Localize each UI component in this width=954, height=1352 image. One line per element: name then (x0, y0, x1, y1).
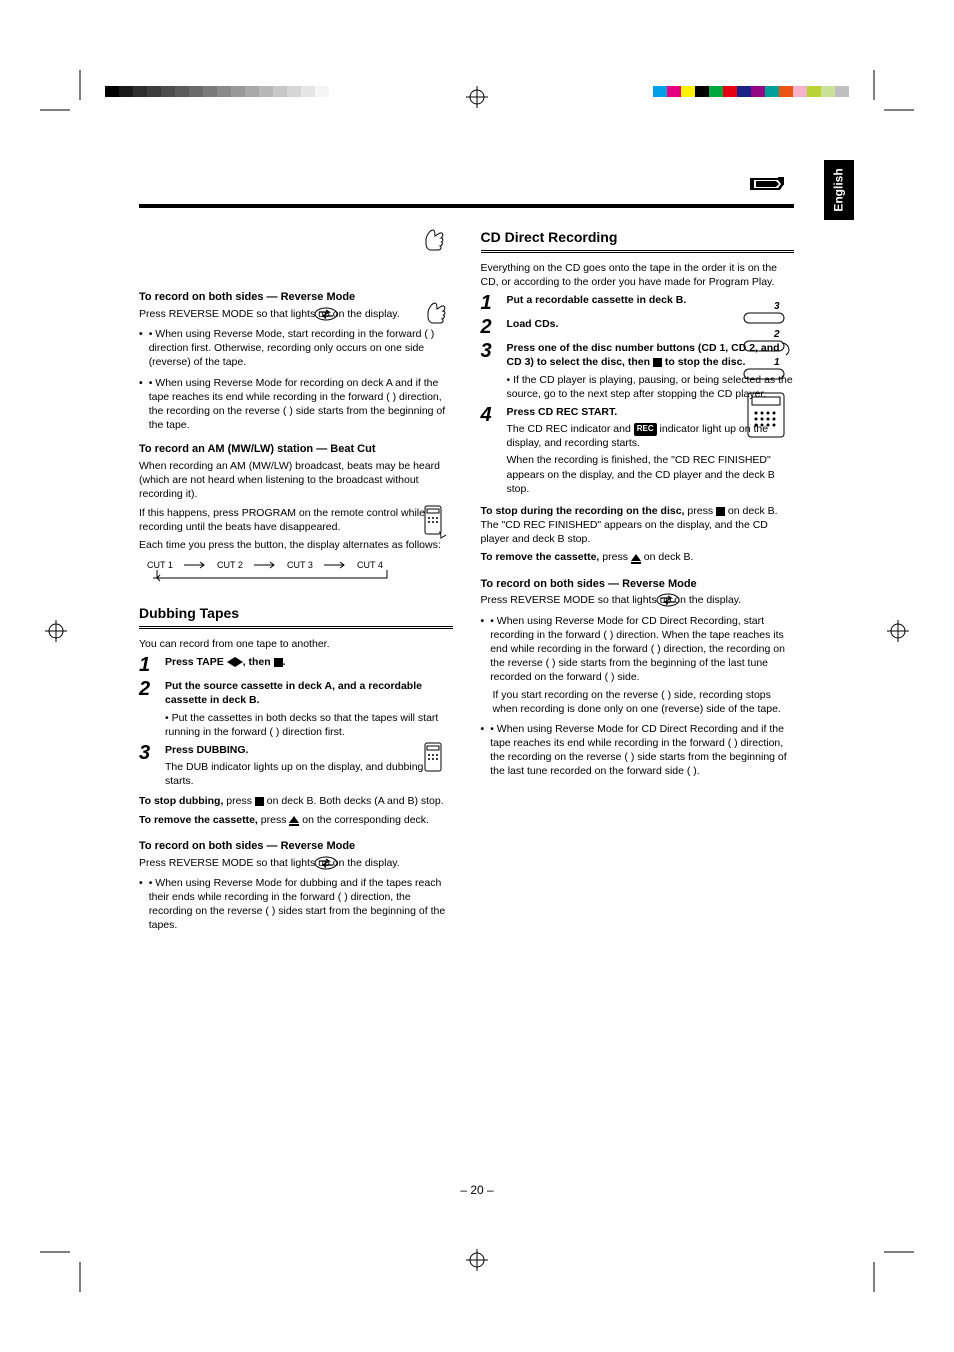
page-number: – 20 – (0, 1183, 954, 1197)
step4-text: Press CD REC START. (507, 406, 618, 418)
cd-heading: CD Direct Recording (481, 228, 795, 251)
crop-mark-bl (40, 1242, 90, 1292)
para (139, 228, 453, 284)
reverse-press-text: Press REVERSE MODE so that lights up on … (139, 308, 400, 320)
cd-stop: To stop during the recording on the disc… (481, 504, 795, 547)
grayscale-calibration-bar (105, 86, 329, 97)
registration-mark-right (887, 620, 909, 647)
subhead-reverse-1: To record on both sides — Reverse Mode (139, 290, 453, 305)
crop-mark-br (864, 1242, 914, 1292)
reverse-mode-icon (313, 307, 339, 325)
step2-text: Load CDs. (507, 318, 559, 330)
remote-icon (419, 741, 453, 787)
continued-arrow-icon (750, 176, 784, 190)
note-reverse-2: •• When using Reverse Mode for recording… (139, 376, 453, 433)
step2-sub: • Put the cassettes in both decks so tha… (165, 711, 453, 739)
header-rule (139, 204, 794, 208)
note-text: • When using Reverse Mode for CD Direct … (490, 614, 794, 685)
note-text: • When using Reverse Mode, start recordi… (149, 327, 453, 370)
note-text: • When using Reverse Mode for dubbing an… (149, 876, 453, 933)
registration-mark-top (466, 86, 488, 113)
step4b-text: When the recording is finished, the "CD … (507, 453, 795, 496)
cut1-label: CUT 1 (147, 560, 173, 570)
svg-text:1: 1 (774, 357, 780, 368)
beat-body-3: Each time you press the button, the disp… (139, 538, 453, 552)
beatcut-diagram: CUT 1 CUT 2 CUT 3 CUT 4 (139, 558, 453, 582)
reverse-press-text-3: Press REVERSE MODE so that lights up on … (481, 594, 742, 606)
step3-text: Press DUBBING. (165, 744, 248, 756)
cd-changer-icon: 3 2 1 (734, 299, 804, 453)
note-text: • When using Reverse Mode for recording … (149, 376, 453, 433)
note-rev4-b: If you start recording on the reverse ( … (493, 688, 795, 716)
right-column: CD Direct Recording Everything on the CD… (481, 228, 795, 1222)
step-1: 1 Press TAPE , then . (139, 655, 453, 675)
hand-icon (423, 228, 453, 262)
crop-mark-tr (864, 70, 914, 120)
step2-text: Put the source cassette in deck A, and a… (165, 680, 422, 706)
note-rev4-a: •• When using Reverse Mode for CD Direct… (481, 614, 795, 685)
step3-sub: The DUB indicator lights up on the displ… (165, 760, 453, 788)
note-reverse-dub: •• When using Reverse Mode for dubbing a… (139, 876, 453, 933)
remote-icon (419, 504, 453, 550)
note-rev4-c: •• When using Reverse Mode for CD Direct… (481, 722, 795, 779)
cut3-label: CUT 3 (287, 560, 313, 570)
svg-text:3: 3 (774, 301, 780, 312)
registration-mark-bottom (466, 1249, 488, 1276)
reverse-mode-icon (313, 856, 339, 874)
left-column: To record on both sides — Reverse Mode P… (139, 228, 453, 1222)
registration-mark-left (45, 620, 67, 647)
beat-body-1: When recording an AM (MW/LW) broadcast, … (139, 459, 453, 502)
dub-eject: To remove the cassette, press on the cor… (139, 813, 453, 827)
language-tab: English (824, 160, 854, 220)
note-text: • When using Reverse Mode for CD Direct … (490, 722, 794, 779)
subhead-beatcut: To record an AM (MW/LW) station — Beat C… (139, 442, 453, 457)
reverse-press-text-2: Press REVERSE MODE so that lights up on … (139, 857, 400, 869)
dub-stop: To stop dubbing, press on deck B. Both d… (139, 794, 453, 808)
step-3: 3 Press DUBBING. The DUB indicator light… (139, 743, 453, 789)
cd-eject: To remove the cassette, press on deck B. (481, 550, 795, 564)
dub-intro: You can record from one tape to another. (139, 637, 453, 651)
subhead-reverse-3: To record on both sides — Reverse Mode (139, 839, 453, 854)
svg-text:2: 2 (773, 329, 780, 340)
crop-mark-tl (40, 70, 90, 120)
language-tab-text: English (832, 168, 846, 211)
color-calibration-bar (653, 86, 849, 97)
subhead-reverse-4: To record on both sides — Reverse Mode (481, 577, 795, 592)
note-reverse-1: •• When using Reverse Mode, start record… (139, 327, 453, 370)
cut4-label: CUT 4 (357, 560, 383, 570)
step1-text: Put a recordable cassette in deck B. (507, 294, 687, 306)
step-2: 2 Put the source cassette in deck A, and… (139, 679, 453, 739)
beat-body-2: If this happens, press PROGRAM on the re… (139, 507, 425, 533)
cut2-label: CUT 2 (217, 560, 243, 570)
dubbing-heading: Dubbing Tapes (139, 604, 453, 627)
reverse-mode-icon (655, 593, 681, 611)
cd-intro: Everything on the CD goes onto the tape … (481, 261, 795, 289)
